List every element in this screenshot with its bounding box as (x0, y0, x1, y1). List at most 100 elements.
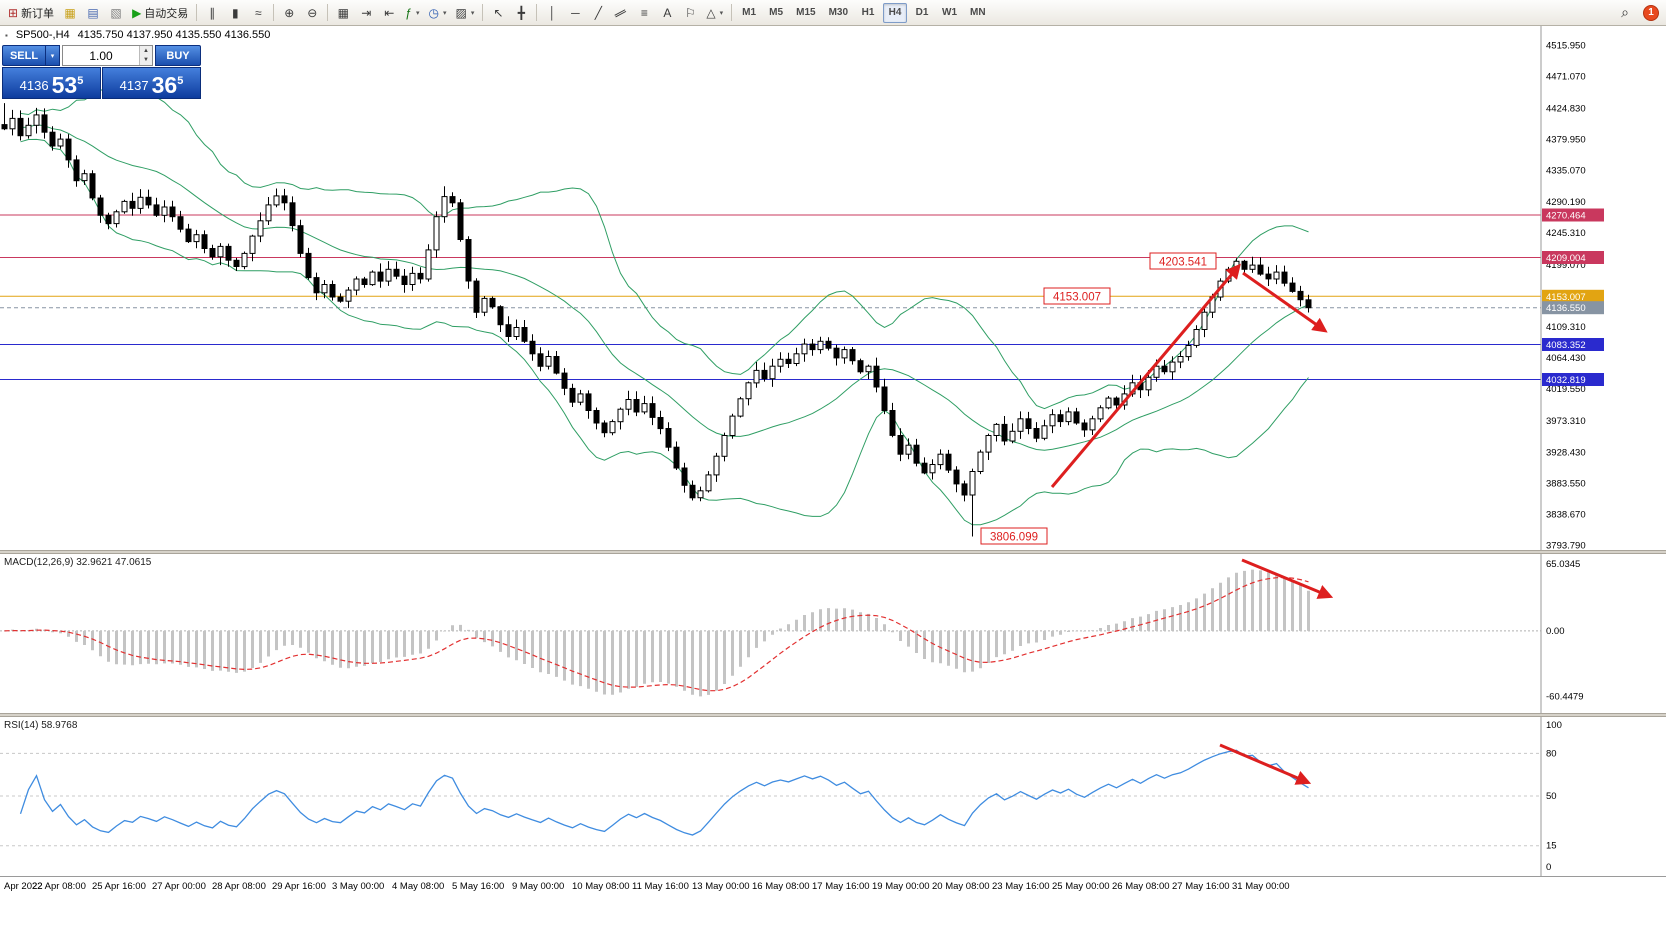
market-watch-button[interactable]: ▦ (59, 2, 81, 23)
trendline-icon: ╱ (594, 5, 602, 20)
time-axis[interactable]: Apr 2022 22 Apr 08:00 25 Apr 16:00 27 Apr 0… (0, 876, 1666, 898)
auto-scroll-icon: ⇥ (361, 5, 372, 20)
crosshair-button[interactable]: ╋ (510, 2, 532, 23)
rsi-axis-label: 15 (1546, 841, 1557, 852)
sell-price-pips: 53 (51, 72, 78, 99)
chevron-down-icon: ▾ (719, 9, 724, 17)
sell-options-dropdown[interactable]: ▾ (46, 45, 60, 66)
panel-divider[interactable] (0, 550, 1666, 554)
notification-badge[interactable]: 1 (1643, 4, 1659, 21)
channel-button[interactable]: ∥ (610, 2, 632, 23)
timeframe-H1[interactable]: H1 (856, 3, 880, 23)
text-button[interactable]: A (656, 2, 678, 23)
rsi-panel[interactable]: 100 80 50 15 0 RSI(14) 58.9768 (0, 717, 1666, 876)
macd-trend-arrow (1241, 558, 1334, 599)
volume-box: ▲ ▼ (62, 45, 153, 66)
volume-stepper[interactable]: ▲ ▼ (139, 46, 152, 65)
timeframe-W1[interactable]: W1 (937, 3, 962, 23)
periods-button[interactable]: ◷ ▾ (425, 2, 451, 23)
buy-button[interactable]: BUY (155, 45, 201, 66)
sell-button[interactable]: SELL (2, 45, 46, 66)
trendline-button[interactable]: ╱ (587, 2, 609, 23)
bollinger-lower (20, 138, 1309, 526)
time-label: 22 Apr 08:00 (32, 881, 86, 892)
price-axis-label: 3838.670 (1546, 509, 1586, 520)
zoom-in-button[interactable]: ⊕ (278, 2, 300, 23)
macd-panel[interactable]: 65.0345 0.00 -60.4479 MACD(12,26,9) 32.9621… (0, 554, 1666, 713)
volume-input[interactable] (63, 46, 139, 65)
macd-axis-label: -60.4479 (1546, 692, 1584, 703)
buy-price-display[interactable]: 4137 36 5 (102, 67, 201, 99)
one-click-trading-panel: SELL ▾ ▲ ▼ BUY 4136 53 5 413 (2, 45, 201, 99)
indicators-button[interactable]: ƒ ▾ (401, 2, 423, 23)
chart-title: ▪ SP500-,H4 4135.750 4137.950 4135.550 4… (5, 29, 270, 41)
autotrade-button[interactable]: ▶ 自动交易 (128, 2, 192, 23)
chart-icon: ▪ (5, 30, 8, 40)
time-label: 26 May 08:00 (1112, 881, 1170, 892)
line-chart-icon: ≈ (255, 5, 262, 20)
timeframe-MN[interactable]: MN (965, 3, 991, 23)
svg-text:4209.004: 4209.004 (1546, 253, 1586, 264)
fibonacci-icon: ≡ (640, 5, 648, 20)
zoom-out-icon: ⊖ (307, 5, 318, 20)
toolbar-left-buttons: ⊞ 新订单 ▦ ▤ ▧ ▶ 自动交易 ∥ ▮ ≈ ⊕ ⊖ ▦ ⇥ ⇤ ƒ ▾ ◷ ▾ ▨ ▾ ↖ ╋ │ ─ ╱ ∥ ≡ A ⚐ △ ▾ (4, 2, 735, 23)
price-annotation-box (1043, 287, 1111, 305)
bar-chart-button[interactable]: ∥ (201, 2, 223, 23)
search-button[interactable]: ⌕ (1614, 2, 1636, 23)
price-line-label (1542, 338, 1604, 351)
cursor-icon: ↖ (493, 5, 504, 20)
new-order-button[interactable]: ⊞ 新订单 (4, 2, 58, 23)
ohlc-values: 4135.750 4137.950 4135.550 4136.550 (77, 29, 271, 41)
svg-text:4032.819: 4032.819 (1546, 375, 1586, 386)
svg-text:4083.352: 4083.352 (1546, 340, 1586, 351)
panel-divider[interactable] (0, 713, 1666, 717)
candlestick-chart-button[interactable]: ▮ (224, 2, 246, 23)
price-axis-label: 4335.070 (1546, 166, 1586, 177)
toolbar-right: ⌕ 1 (1614, 2, 1662, 23)
timeframe-M30[interactable]: M30 (824, 3, 853, 23)
volume-down-icon[interactable]: ▼ (140, 55, 152, 65)
rsi-label: RSI(14) 58.9768 (4, 720, 78, 731)
sell-price-display[interactable]: 4136 53 5 (2, 67, 101, 99)
buy-price-point: 5 (177, 75, 184, 87)
macd-axis-label: 0.00 (1546, 626, 1565, 637)
fibonacci-button[interactable]: ≡ (633, 2, 655, 23)
templates-button[interactable]: ▨ ▾ (452, 2, 479, 23)
zoom-out-button[interactable]: ⊖ (301, 2, 323, 23)
timeframe-H4[interactable]: H4 (883, 2, 908, 23)
new-order-icon: ⊞ (8, 5, 19, 20)
tile-windows-icon: ▦ (337, 5, 349, 20)
toolbar-separator (731, 4, 733, 21)
label-button[interactable]: ⚐ (679, 2, 701, 23)
volume-up-icon[interactable]: ▲ (140, 46, 152, 56)
data-window-button[interactable]: ▤ (82, 2, 104, 23)
toolbar-separator (196, 4, 198, 21)
price-axis-label: 4064.430 (1546, 353, 1586, 364)
chart-shift-button[interactable]: ⇤ (378, 2, 400, 23)
time-label: 20 May 08:00 (932, 881, 990, 892)
time-label: 31 May 00:00 (1232, 881, 1290, 892)
timeframe-D1[interactable]: D1 (910, 3, 934, 23)
timeframe-M15[interactable]: M15 (791, 3, 820, 23)
timeframe-M1[interactable]: M1 (737, 3, 761, 23)
line-chart-button[interactable]: ≈ (247, 2, 269, 23)
tile-windows-button[interactable]: ▦ (332, 2, 354, 23)
time-label: 5 May 16:00 (452, 881, 505, 892)
time-label: Apr 2022 (4, 881, 43, 892)
svg-text:4153.007: 4153.007 (1546, 292, 1586, 303)
price-axis-label: 4424.830 (1546, 104, 1586, 115)
time-label: 29 Apr 16:00 (272, 881, 326, 892)
svg-text:4136.550: 4136.550 (1546, 303, 1586, 314)
timeframe-M5[interactable]: M5 (764, 3, 788, 23)
chevron-down-icon: ▾ (415, 9, 420, 17)
vertical-line-button[interactable]: │ (541, 2, 563, 23)
auto-scroll-button[interactable]: ⇥ (355, 2, 377, 23)
horizontal-line-button[interactable]: ─ (564, 2, 586, 23)
navigator-button[interactable]: ▧ (105, 2, 127, 23)
time-label: 28 Apr 08:00 (212, 881, 266, 892)
trend-arrow (1050, 263, 1241, 488)
price-chart-panel[interactable]: 4515.950 4471.070 4424.830 4379.950 4335.070… (0, 26, 1666, 550)
shapes-button[interactable]: △ ▾ (702, 2, 727, 23)
time-label: 25 Apr 16:00 (92, 881, 146, 892)
cursor-button[interactable]: ↖ (487, 2, 509, 23)
